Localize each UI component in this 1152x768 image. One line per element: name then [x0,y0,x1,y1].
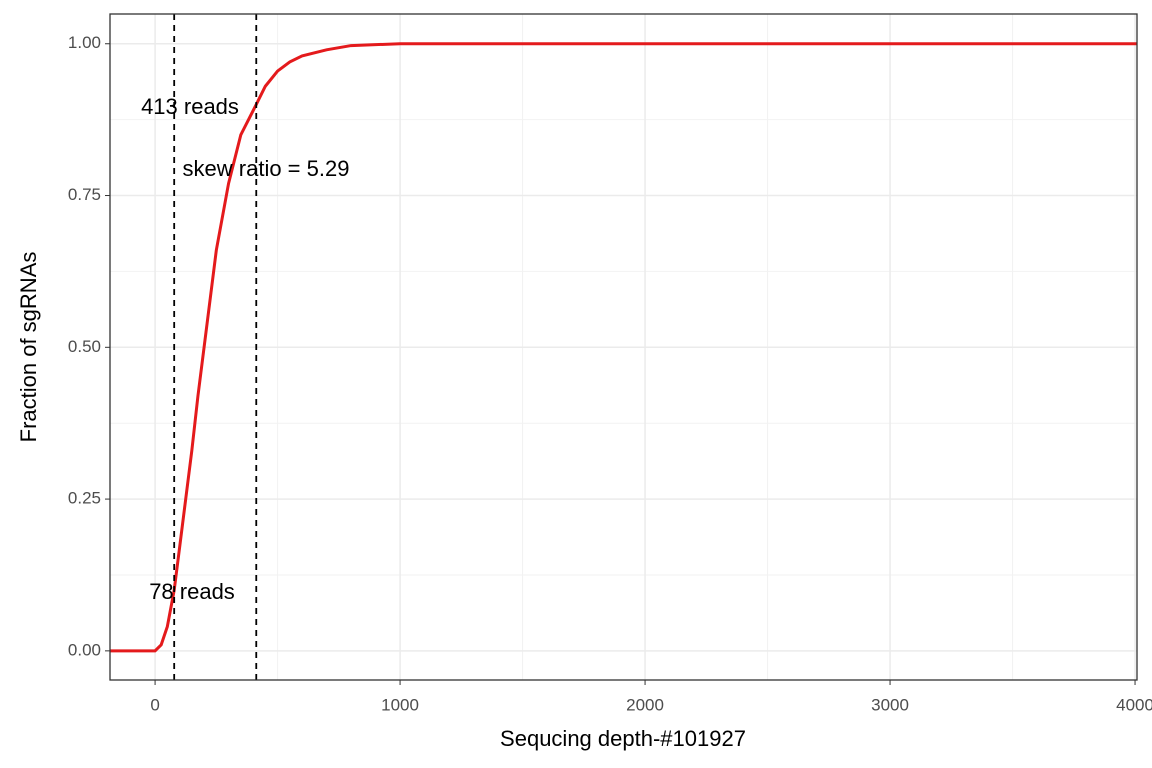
annotation: skew ratio = 5.29 [183,156,350,181]
y-tick-label: 1.00 [68,33,101,52]
x-tick-label: 3000 [871,695,909,714]
annotation: 78 reads [149,579,235,604]
x-tick-label: 1000 [381,695,419,714]
y-tick-label: 0.50 [68,337,101,356]
y-tick-label: 0.25 [68,489,101,508]
line [110,42,1137,653]
y-axis-title: Fraction of sgRNAs [16,252,41,443]
x-tick-label: 4000 [1116,695,1152,714]
x-tick-label: 0 [150,695,159,714]
y-tick-label: 0.75 [68,185,101,204]
y-tick-label: 0.00 [68,640,101,659]
annotation: 413 reads [141,94,239,119]
panel-border [109,13,1138,681]
x-axis-title: Sequcing depth-#101927 [500,726,746,751]
x-tick-label: 2000 [626,695,664,714]
